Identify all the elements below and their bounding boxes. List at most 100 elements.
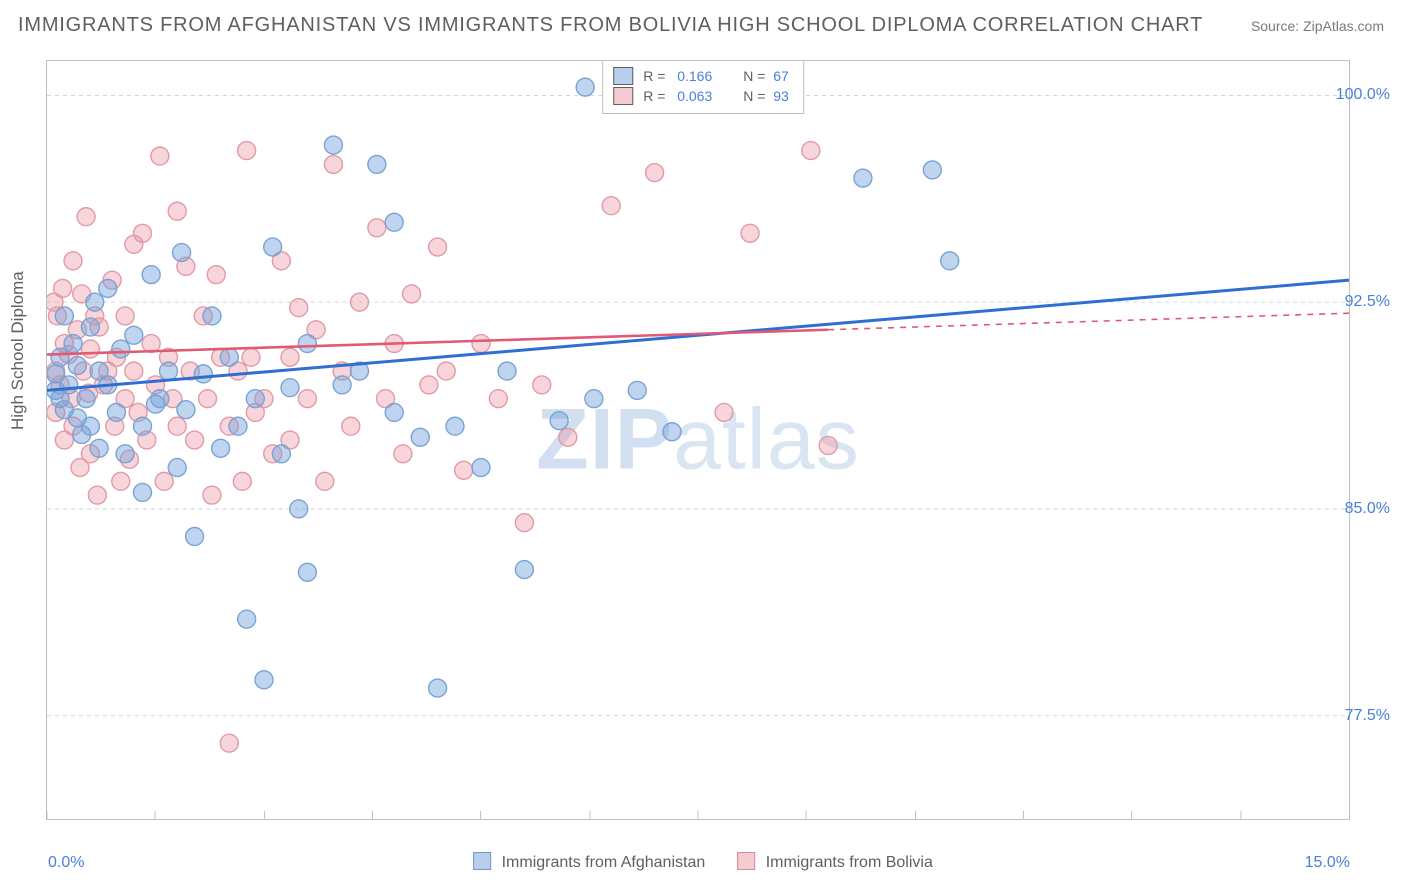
legend-afghanistan-label: Immigrants from Afghanistan bbox=[502, 854, 706, 871]
data-point bbox=[324, 155, 342, 173]
legend-N-label: N = bbox=[743, 68, 773, 84]
data-point bbox=[125, 326, 143, 344]
data-point bbox=[394, 445, 412, 463]
data-point bbox=[281, 348, 299, 366]
data-point bbox=[60, 376, 78, 394]
data-point bbox=[585, 390, 603, 408]
legend-bolivia-R: 0.063 bbox=[677, 88, 737, 104]
data-point bbox=[298, 563, 316, 581]
trend-line-afghanistan bbox=[47, 280, 1349, 390]
data-point bbox=[112, 472, 130, 490]
swatch-blue-icon bbox=[473, 852, 491, 870]
data-point bbox=[151, 147, 169, 165]
data-point bbox=[498, 362, 516, 380]
data-point bbox=[403, 285, 421, 303]
data-point bbox=[941, 252, 959, 270]
data-point bbox=[229, 417, 247, 435]
data-point bbox=[646, 164, 664, 182]
data-point bbox=[272, 445, 290, 463]
data-point bbox=[86, 293, 104, 311]
data-point bbox=[350, 293, 368, 311]
data-point bbox=[186, 527, 204, 545]
data-point bbox=[515, 514, 533, 532]
data-point bbox=[342, 417, 360, 435]
data-point bbox=[194, 365, 212, 383]
data-point bbox=[168, 459, 186, 477]
data-point bbox=[81, 340, 99, 358]
data-point bbox=[446, 417, 464, 435]
swatch-blue-icon bbox=[613, 67, 633, 85]
data-point bbox=[186, 431, 204, 449]
data-point bbox=[64, 335, 82, 353]
legend-bolivia-N: 93 bbox=[773, 88, 789, 104]
data-point bbox=[116, 445, 134, 463]
data-point bbox=[81, 318, 99, 336]
legend-R-label: R = bbox=[643, 88, 677, 104]
chart-title: IMMIGRANTS FROM AFGHANISTAN VS IMMIGRANT… bbox=[18, 14, 1203, 37]
data-point bbox=[298, 335, 316, 353]
data-point bbox=[472, 459, 490, 477]
data-point bbox=[663, 423, 681, 441]
data-point bbox=[112, 340, 130, 358]
data-point bbox=[368, 155, 386, 173]
data-point bbox=[173, 244, 191, 262]
data-point bbox=[77, 390, 95, 408]
data-point bbox=[923, 161, 941, 179]
data-point bbox=[819, 437, 837, 455]
data-point bbox=[88, 486, 106, 504]
data-point bbox=[55, 307, 73, 325]
swatch-pink-icon bbox=[613, 87, 633, 105]
legend-R-label: R = bbox=[643, 68, 677, 84]
y-axis-tick-label: 100.0% bbox=[1336, 86, 1390, 104]
legend-bolivia-label: Immigrants from Bolivia bbox=[766, 854, 933, 871]
legend-row-afghanistan: R = 0.166 N = 67 bbox=[613, 67, 789, 85]
data-point bbox=[81, 417, 99, 435]
y-axis-tick-label: 92.5% bbox=[1345, 293, 1390, 311]
data-point bbox=[51, 348, 69, 366]
data-point bbox=[420, 376, 438, 394]
data-point bbox=[168, 202, 186, 220]
data-point bbox=[90, 439, 108, 457]
data-point bbox=[116, 307, 134, 325]
source-credit: Source: ZipAtlas.com bbox=[1251, 18, 1384, 34]
y-axis-label: High School Diploma bbox=[8, 271, 28, 430]
data-point bbox=[429, 238, 447, 256]
data-point bbox=[333, 376, 351, 394]
data-point bbox=[741, 224, 759, 242]
data-point bbox=[107, 403, 125, 421]
data-point bbox=[298, 390, 316, 408]
series-legend: Immigrants from Afghanistan Immigrants f… bbox=[473, 852, 933, 872]
data-point bbox=[472, 335, 490, 353]
data-point bbox=[238, 610, 256, 628]
correlation-legend: R = 0.166 N = 67 R = 0.063 N = 93 bbox=[602, 60, 804, 114]
data-point bbox=[99, 279, 117, 297]
legend-afghanistan-N: 67 bbox=[773, 68, 789, 84]
data-point bbox=[628, 381, 646, 399]
data-point bbox=[54, 279, 72, 297]
data-point bbox=[168, 417, 186, 435]
swatch-pink-icon bbox=[737, 852, 755, 870]
data-point bbox=[324, 136, 342, 154]
data-point bbox=[212, 439, 230, 457]
data-point bbox=[68, 357, 86, 375]
data-point bbox=[802, 142, 820, 160]
data-point bbox=[142, 266, 160, 284]
data-point bbox=[550, 412, 568, 430]
data-point bbox=[203, 307, 221, 325]
trend-line-bolivia bbox=[47, 330, 828, 355]
y-axis-tick-label: 77.5% bbox=[1345, 707, 1390, 725]
data-point bbox=[203, 486, 221, 504]
data-point bbox=[385, 213, 403, 231]
data-point bbox=[125, 362, 143, 380]
data-point bbox=[715, 403, 733, 421]
trend-line-bolivia-extrapolated bbox=[828, 313, 1349, 330]
data-point bbox=[515, 561, 533, 579]
data-point bbox=[133, 224, 151, 242]
legend-afghanistan-R: 0.166 bbox=[677, 68, 737, 84]
data-point bbox=[290, 500, 308, 518]
x-axis-min-label: 0.0% bbox=[48, 854, 84, 872]
data-point bbox=[602, 197, 620, 215]
x-axis-max-label: 15.0% bbox=[1305, 854, 1350, 872]
data-point bbox=[246, 390, 264, 408]
legend-row-bolivia: R = 0.063 N = 93 bbox=[613, 87, 789, 105]
